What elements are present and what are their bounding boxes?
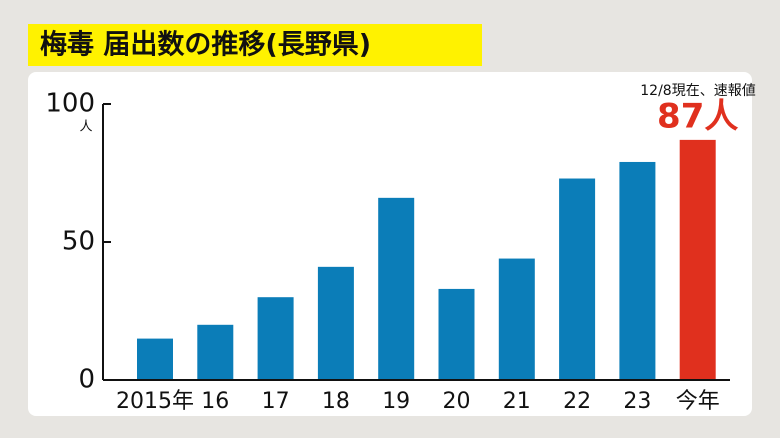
x-tick-label: 22: [563, 389, 591, 414]
bar: [378, 197, 415, 380]
x-tick-label: 21: [503, 389, 531, 414]
bar: [317, 266, 354, 380]
x-tick-label: 18: [322, 389, 350, 414]
bar: [438, 288, 475, 380]
x-tick-label: 17: [262, 389, 290, 414]
title-box: [28, 24, 482, 66]
bar: [197, 324, 234, 380]
x-tick-label: 2015年: [116, 389, 194, 414]
bar: [137, 338, 173, 380]
bar: [559, 178, 596, 380]
y-unit: 人: [79, 120, 92, 135]
bar: [498, 258, 535, 380]
bar: [257, 297, 294, 380]
y-tick-label: 0: [78, 365, 95, 395]
x-tick-label: 16: [201, 389, 229, 414]
x-tick-label: 20: [443, 389, 471, 414]
x-tick-label: 今年: [676, 389, 720, 414]
annotation: 12/8現在、速報値: [640, 83, 755, 99]
y-tick-label: 100: [45, 89, 95, 119]
x-tick-label: 23: [623, 389, 651, 414]
bar: [679, 139, 716, 380]
x-tick-label: 19: [382, 389, 410, 414]
chart-title: 梅毒 届出数の推移(長野県): [40, 30, 371, 61]
y-tick-label: 50: [62, 227, 95, 257]
value-label: 87人: [657, 96, 738, 136]
bar: [619, 161, 656, 380]
